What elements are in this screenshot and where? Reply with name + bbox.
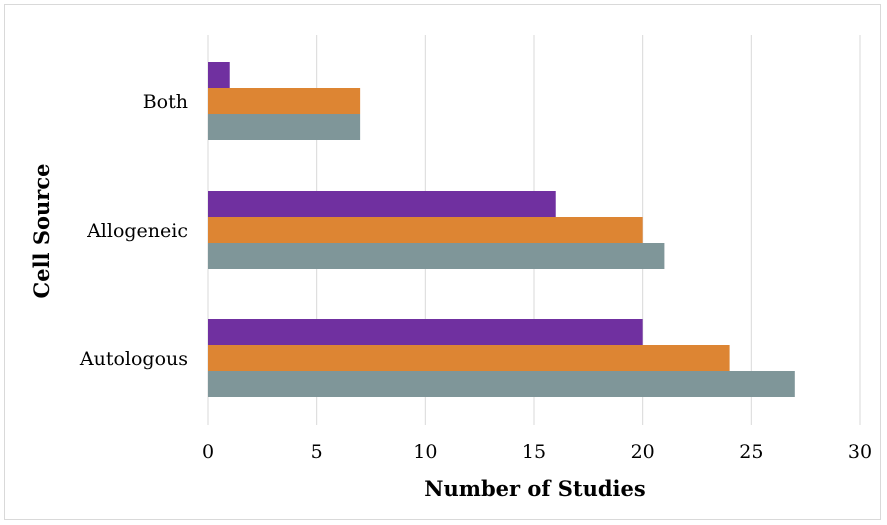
x-tick-label: 30 bbox=[848, 441, 872, 463]
bar-allogeneic-series-3 bbox=[208, 191, 556, 217]
x-tick-label: 15 bbox=[522, 441, 546, 463]
x-axis-title: Number of Studies bbox=[424, 476, 645, 501]
bar-allogeneic-series-2 bbox=[208, 217, 643, 243]
y-axis-title: Cell Source bbox=[29, 164, 54, 299]
x-tick-label: 20 bbox=[631, 441, 655, 463]
bar-both-series-3 bbox=[208, 62, 230, 88]
bar-both-series-2 bbox=[208, 88, 361, 114]
y-tick-label-both: Both bbox=[143, 91, 188, 113]
bar-autologous-series-2 bbox=[208, 345, 730, 371]
bars bbox=[208, 62, 795, 397]
x-tick-label: 10 bbox=[413, 441, 437, 463]
y-tick-labels: Autologous Allogeneic Both bbox=[79, 91, 188, 370]
x-tick-label: 25 bbox=[739, 441, 763, 463]
x-tick-labels: 0 5 10 15 20 25 30 bbox=[202, 441, 872, 463]
bar-autologous-series-3 bbox=[208, 319, 643, 345]
y-tick-label-autologous: Autologous bbox=[79, 348, 188, 370]
bar-both-series-1 bbox=[208, 114, 361, 140]
y-tick-label-allogeneic: Allogeneic bbox=[86, 220, 188, 242]
x-tick-label: 5 bbox=[311, 441, 323, 463]
x-tick-label: 0 bbox=[202, 441, 214, 463]
bar-autologous-series-1 bbox=[208, 371, 795, 397]
bar-allogeneic-series-1 bbox=[208, 243, 665, 269]
